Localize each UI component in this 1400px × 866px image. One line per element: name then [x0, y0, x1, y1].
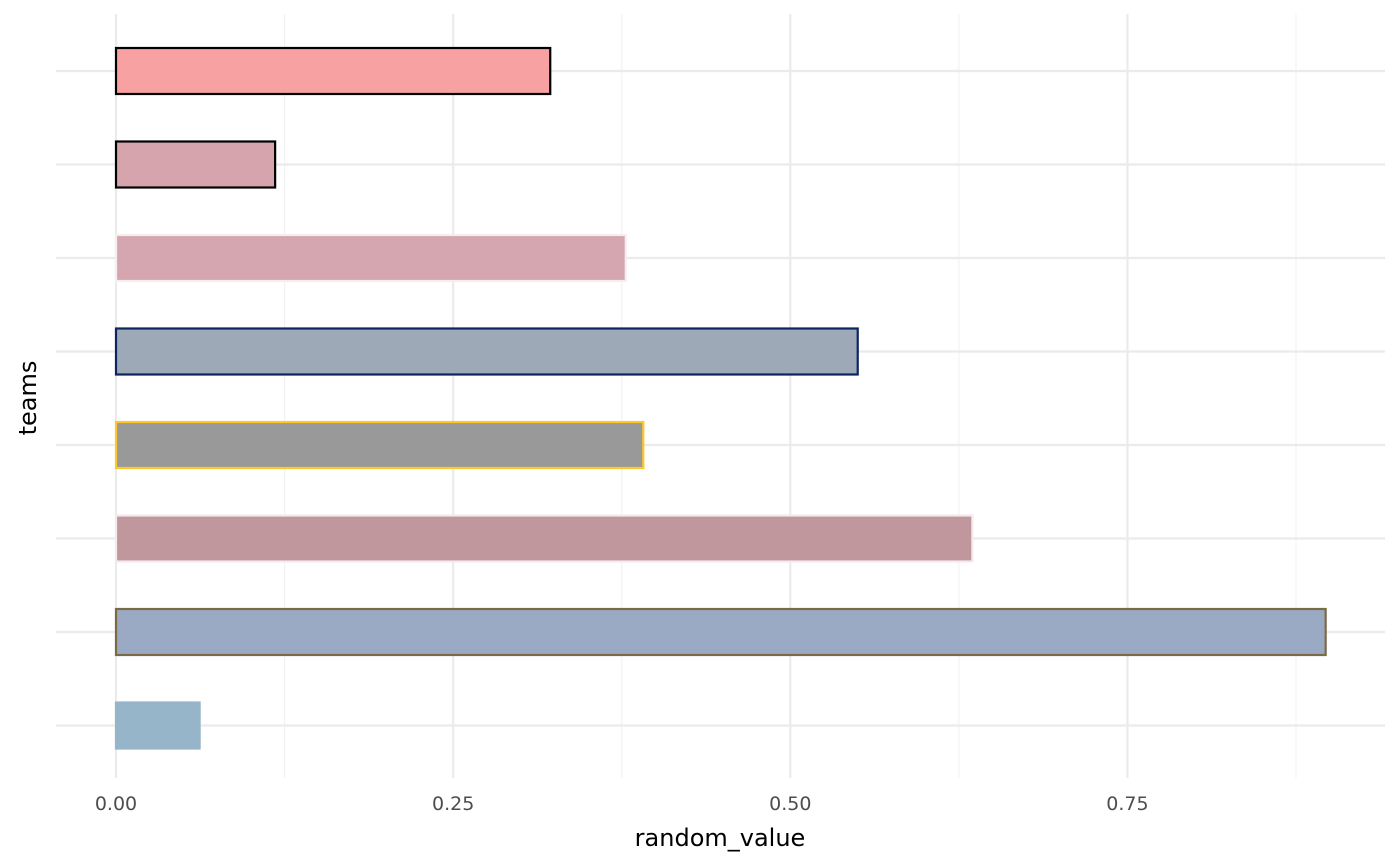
x-tick-labels: 0.00 0.25 0.50 0.75 [95, 793, 1149, 815]
bar-3 [114, 233, 627, 283]
x-tick-label: 0.25 [432, 793, 474, 815]
x-tick-label: 0.00 [95, 793, 137, 815]
x-tick-label: 0.75 [1106, 793, 1148, 815]
grid-lines [56, 14, 1385, 778]
bar-8 [114, 701, 201, 750]
bar-6 [114, 514, 974, 563]
y-axis-title: teams [14, 361, 42, 436]
bar-2 [114, 140, 277, 189]
bar-7 [114, 607, 1327, 657]
x-tick-label: 0.50 [769, 793, 811, 815]
bar-1 [114, 46, 552, 96]
bar-5 [114, 420, 645, 470]
x-axis-title: random_value [635, 824, 806, 852]
bars [114, 46, 1327, 750]
bar-4 [114, 327, 859, 376]
